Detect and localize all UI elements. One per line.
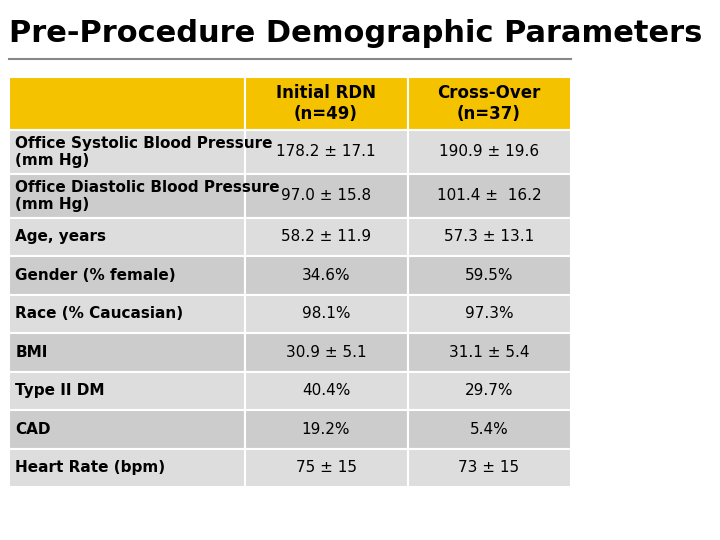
Bar <box>9 256 245 295</box>
Bar <box>408 77 570 130</box>
Bar <box>245 449 408 487</box>
Text: Type II DM: Type II DM <box>15 383 105 399</box>
Text: Gender (% female): Gender (% female) <box>15 268 176 283</box>
Text: 29.7%: 29.7% <box>465 383 513 399</box>
Text: 40.4%: 40.4% <box>302 383 350 399</box>
Text: Age, years: Age, years <box>15 230 107 245</box>
Text: 59.5%: 59.5% <box>465 268 513 283</box>
Bar <box>408 256 570 295</box>
Bar <box>9 449 245 487</box>
Bar <box>9 372 245 410</box>
Bar <box>408 218 570 256</box>
Text: Office Diastolic Blood Pressure
(mm Hg): Office Diastolic Blood Pressure (mm Hg) <box>15 179 280 212</box>
Bar <box>245 295 408 333</box>
Bar <box>9 130 245 174</box>
Text: 97.3%: 97.3% <box>464 306 513 321</box>
Text: CAD: CAD <box>15 422 51 437</box>
Bar <box>9 218 245 256</box>
Bar <box>9 295 245 333</box>
Bar <box>245 130 408 174</box>
Text: 19.2%: 19.2% <box>302 422 351 437</box>
Bar <box>245 218 408 256</box>
Text: 178.2 ± 17.1: 178.2 ± 17.1 <box>276 144 376 159</box>
Text: 58.2 ± 11.9: 58.2 ± 11.9 <box>281 230 371 245</box>
Text: BMI: BMI <box>15 345 48 360</box>
Text: 5.4%: 5.4% <box>469 422 508 437</box>
Bar <box>408 174 570 218</box>
Text: Race (% Caucasian): Race (% Caucasian) <box>15 306 184 321</box>
Text: 97.0 ± 15.8: 97.0 ± 15.8 <box>281 188 371 203</box>
Text: Cross-Over
(n=37): Cross-Over (n=37) <box>437 84 541 123</box>
Text: 190.9 ± 19.6: 190.9 ± 19.6 <box>439 144 539 159</box>
Bar <box>245 77 408 130</box>
Text: 31.1 ± 5.4: 31.1 ± 5.4 <box>449 345 529 360</box>
Text: 101.4 ±  16.2: 101.4 ± 16.2 <box>437 188 541 203</box>
Text: Pre-Procedure Demographic Parameters: Pre-Procedure Demographic Parameters <box>9 19 702 48</box>
Bar <box>245 410 408 449</box>
Text: 30.9 ± 5.1: 30.9 ± 5.1 <box>286 345 366 360</box>
Bar <box>408 295 570 333</box>
Bar <box>9 410 245 449</box>
Bar <box>245 256 408 295</box>
Text: 75 ± 15: 75 ± 15 <box>295 460 356 475</box>
Bar <box>408 449 570 487</box>
Bar <box>245 174 408 218</box>
Bar <box>9 77 245 130</box>
Bar <box>408 410 570 449</box>
Bar <box>408 372 570 410</box>
Bar <box>408 130 570 174</box>
Text: 57.3 ± 13.1: 57.3 ± 13.1 <box>444 230 534 245</box>
Text: 98.1%: 98.1% <box>302 306 351 321</box>
Bar <box>9 333 245 372</box>
Bar <box>9 174 245 218</box>
Text: 73 ± 15: 73 ± 15 <box>459 460 520 475</box>
Text: Office Systolic Blood Pressure
(mm Hg): Office Systolic Blood Pressure (mm Hg) <box>15 136 273 168</box>
Text: Heart Rate (bpm): Heart Rate (bpm) <box>15 460 166 475</box>
Bar <box>408 333 570 372</box>
Text: Initial RDN
(n=49): Initial RDN (n=49) <box>276 84 376 123</box>
Text: 34.6%: 34.6% <box>302 268 351 283</box>
Bar <box>245 372 408 410</box>
Bar <box>245 333 408 372</box>
